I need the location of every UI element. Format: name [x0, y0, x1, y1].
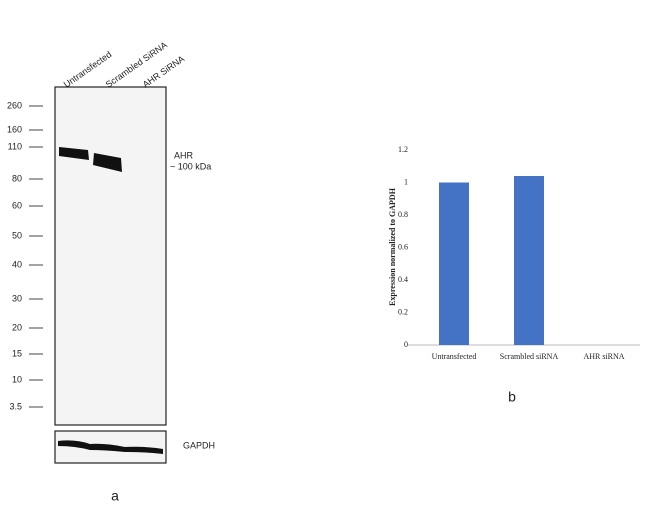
bar [514, 176, 544, 345]
marker-label: 10 [12, 374, 22, 384]
marker-label: 30 [12, 293, 22, 303]
y-tick-label: 0.4 [398, 275, 408, 284]
marker-label: 40 [12, 259, 22, 269]
marker-label: 160 [7, 124, 22, 134]
x-tick-label: Untransfected [432, 352, 477, 361]
y-tick-label: 1 [404, 177, 408, 186]
blot-membrane [54, 86, 167, 426]
marker-label: 15 [12, 348, 22, 358]
marker-label: 50 [12, 230, 22, 240]
x-tick-label: Scrambled siRNA [500, 352, 559, 361]
y-tick-label: 0 [404, 340, 408, 349]
lane-label: Scrambled SiRNA [104, 40, 169, 90]
panel-label: a [111, 488, 119, 504]
marker-label: 260 [7, 100, 22, 110]
marker-label: 110 [8, 141, 22, 151]
y-axis-label: Expression normalized to GAPDH [388, 187, 397, 306]
marker-label: 60 [12, 200, 22, 210]
ahr-band [93, 153, 122, 172]
ahr-band [59, 147, 89, 160]
y-tick-label: 1.2 [398, 145, 408, 154]
marker-label: 3.5 [9, 401, 22, 411]
marker-label: 20 [12, 322, 22, 332]
marker-label: 80 [12, 173, 22, 183]
bar [439, 182, 469, 345]
y-tick-label: 0.8 [398, 210, 408, 219]
band-size: ~ 100 kDa [170, 161, 211, 171]
y-tick-label: 0.6 [398, 242, 408, 251]
x-tick-label: AHR siRNA [583, 352, 624, 361]
band-label: AHR [174, 150, 194, 160]
gapdh-band [58, 440, 163, 454]
loading-control-label: GAPDH [183, 440, 215, 450]
y-tick-label: 0.2 [398, 307, 408, 316]
panel-label: b [508, 389, 516, 405]
